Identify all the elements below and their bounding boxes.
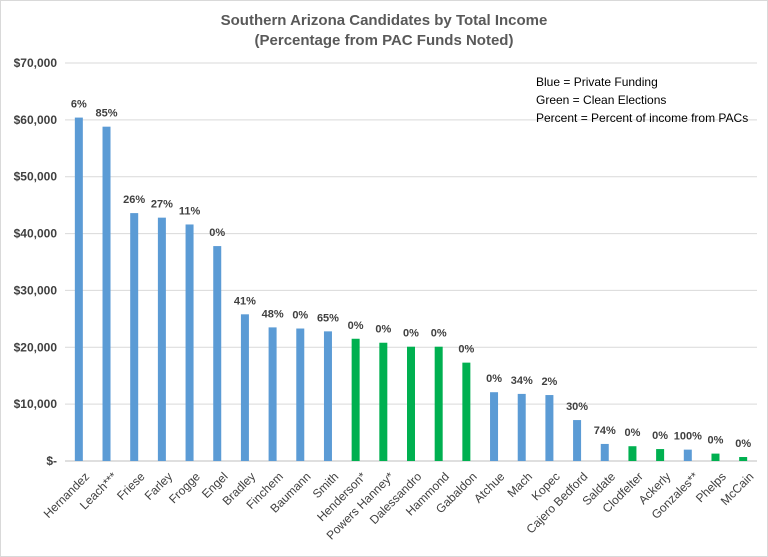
y-tick-label: $30,000 (14, 283, 58, 297)
y-tick-label: $50,000 (14, 170, 58, 184)
data-label: 11% (179, 205, 201, 217)
bar-phelps (711, 453, 720, 461)
data-label: 30% (566, 401, 588, 413)
bar-kopec (545, 395, 554, 461)
legend-line-clean: Green = Clean Elections (536, 93, 666, 107)
bar-frogge (185, 224, 194, 461)
data-label: 0% (708, 435, 724, 447)
data-label: 0% (735, 438, 751, 450)
y-axis-tick-labels: $- $10,000 $20,000 $30,000 $40,000 $50,000 $60… (14, 56, 58, 468)
bar-saldate (600, 443, 609, 461)
y-tick-label: $10,000 (14, 397, 58, 411)
data-label: 0% (209, 227, 225, 239)
data-label: 0% (292, 310, 308, 322)
data-label: 100% (674, 431, 702, 443)
y-tick-label: $40,000 (14, 227, 58, 241)
bar-mach (517, 393, 526, 461)
bar-hammond (434, 346, 443, 461)
data-label: 74% (594, 425, 616, 437)
bar-gonzales (683, 449, 692, 461)
category-label: Atchue (471, 469, 508, 506)
bar-cajero-bedford (573, 420, 582, 461)
bar-baumann (296, 328, 305, 461)
data-label: 0% (624, 427, 640, 439)
bar-henderson (351, 338, 360, 461)
category-label: Friese (114, 469, 148, 503)
data-label: 0% (403, 328, 419, 340)
bar-smith (323, 331, 332, 461)
data-label: 65% (317, 312, 339, 324)
y-tick-label: $- (46, 454, 57, 468)
legend-line-private: Blue = Private Funding (536, 75, 658, 89)
bar-ackerly (656, 449, 665, 461)
bar-clodfelter (628, 446, 637, 461)
chart-title: Southern Arizona Candidates by Total Inc… (221, 12, 548, 29)
data-label: 2% (541, 376, 557, 388)
legend-line-percent: Percent = Percent of income from PACs (536, 111, 748, 125)
data-label: 0% (375, 324, 391, 336)
bar-mccain (739, 457, 748, 461)
data-label: 0% (458, 344, 474, 356)
bar-powers-hanney (379, 342, 388, 461)
data-label: 6% (71, 99, 87, 111)
bar-finchem (268, 327, 277, 461)
chart-subtitle: (Percentage from PAC Funds Noted) (255, 32, 514, 49)
bar-leach (102, 126, 111, 462)
legend-note: Blue = Private Funding Green = Clean Ele… (536, 75, 748, 125)
data-label: 0% (431, 328, 447, 340)
bar-farley (157, 217, 166, 461)
data-label: 0% (348, 320, 364, 332)
bar-engel (213, 246, 222, 461)
y-tick-label: $70,000 (14, 56, 58, 70)
data-label: 85% (96, 108, 118, 120)
data-label: 0% (486, 373, 502, 385)
bar-hernandez (74, 117, 83, 461)
bars (74, 117, 748, 462)
bar-dalessandro (407, 346, 415, 461)
data-label: 41% (234, 295, 256, 307)
category-label: Frogge (166, 469, 203, 506)
data-label: 48% (262, 308, 284, 320)
data-label: 34% (511, 375, 533, 387)
data-label: 0% (652, 430, 668, 442)
x-axis-category-labels: HernandezLeach***FrieseFarleyFroggeEngel… (41, 469, 757, 542)
bar-friese (130, 213, 139, 461)
bar-bradley (240, 314, 249, 461)
y-tick-label: $60,000 (14, 113, 58, 127)
data-label: 26% (123, 194, 145, 206)
bar-atchue (490, 392, 499, 461)
bar-gabaldon (462, 362, 471, 461)
y-tick-label: $20,000 (14, 340, 58, 354)
data-label: 27% (151, 199, 173, 211)
data-labels: 6% 85% 26% 27% 11% 0% 41% 48% 0% 65% 0% 0% 0% 0% 0% 0% 3… (71, 99, 751, 450)
